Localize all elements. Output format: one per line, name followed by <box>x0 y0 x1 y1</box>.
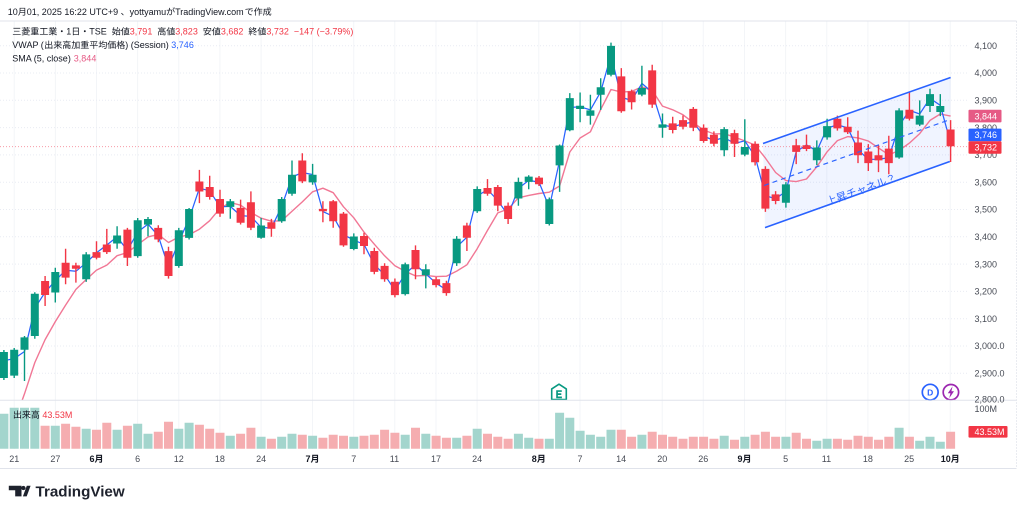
svg-text:3,746: 3,746 <box>171 40 194 50</box>
svg-text:26: 26 <box>698 454 708 464</box>
svg-text:3,300: 3,300 <box>975 259 998 269</box>
svg-text:−147 (−3.79%): −147 (−3.79%) <box>294 27 354 37</box>
svg-text:6: 6 <box>90 454 95 464</box>
svg-text:TradingView: TradingView <box>36 483 125 500</box>
svg-text:3,732: 3,732 <box>975 143 998 153</box>
svg-text:43.53M: 43.53M <box>975 427 1005 437</box>
svg-text:) (Session): ) (Session) <box>125 40 169 50</box>
svg-text:3,844: 3,844 <box>975 111 998 121</box>
svg-text:7: 7 <box>578 454 583 464</box>
svg-text:5: 5 <box>783 454 788 464</box>
svg-text:43.53M: 43.53M <box>42 410 72 420</box>
svg-text:20: 20 <box>657 454 667 464</box>
svg-text:SMA (5, close): SMA (5, close) <box>12 54 71 64</box>
svg-text:24: 24 <box>256 454 266 464</box>
svg-text:yottyamu: yottyamu <box>130 7 167 17</box>
svg-text:3,791: 3,791 <box>130 27 153 37</box>
svg-text:24: 24 <box>472 454 482 464</box>
svg-text:3,500: 3,500 <box>975 205 998 215</box>
svg-text:7: 7 <box>351 454 356 464</box>
svg-text:3,732: 3,732 <box>266 27 289 37</box>
svg-text:27: 27 <box>50 454 60 464</box>
svg-text:17: 17 <box>431 454 441 464</box>
svg-text:14: 14 <box>616 454 626 464</box>
svg-text:9: 9 <box>738 454 743 464</box>
svg-text:4,000: 4,000 <box>975 68 998 78</box>
svg-text:10: 10 <box>941 454 951 464</box>
svg-text:3,600: 3,600 <box>975 177 998 187</box>
svg-text:18: 18 <box>215 454 225 464</box>
svg-text:D: D <box>927 388 933 398</box>
svg-text:3,200: 3,200 <box>975 287 998 297</box>
svg-text:11: 11 <box>822 454 831 464</box>
svg-text:3,900: 3,900 <box>975 96 998 106</box>
svg-text:7: 7 <box>306 454 311 464</box>
svg-text:4,100: 4,100 <box>975 41 998 51</box>
svg-text:3,400: 3,400 <box>975 232 998 242</box>
svg-text:3,100: 3,100 <box>975 314 998 324</box>
svg-text:11: 11 <box>390 454 399 464</box>
svg-text:3,000.0: 3,000.0 <box>975 341 1005 351</box>
svg-text:2,800.0: 2,800.0 <box>975 395 1005 405</box>
svg-text:10: 10 <box>8 7 18 17</box>
svg-text:25: 25 <box>904 454 914 464</box>
svg-text:3,682: 3,682 <box>221 27 244 37</box>
svg-text:TradingView.com: TradingView.com <box>175 7 244 17</box>
svg-text:3,844: 3,844 <box>74 54 97 64</box>
svg-text:6: 6 <box>135 454 140 464</box>
svg-text:8: 8 <box>532 454 537 464</box>
svg-text:VWAP (: VWAP ( <box>12 40 44 50</box>
svg-text:2,900.0: 2,900.0 <box>975 369 1005 379</box>
svg-text:3,700: 3,700 <box>975 150 998 160</box>
svg-text:3,746: 3,746 <box>975 130 998 140</box>
svg-text:18: 18 <box>863 454 873 464</box>
svg-text:100M: 100M <box>975 404 998 414</box>
svg-text:3,800: 3,800 <box>975 123 998 133</box>
svg-text:3,823: 3,823 <box>175 27 198 37</box>
svg-text:21: 21 <box>9 454 19 464</box>
svg-text:01, 2025 16:22 UTC+9: 01, 2025 16:22 UTC+9 <box>27 7 118 17</box>
svg-text:12: 12 <box>174 454 184 464</box>
svg-text:1: 1 <box>66 27 71 37</box>
svg-text:TSE: TSE <box>89 27 107 37</box>
